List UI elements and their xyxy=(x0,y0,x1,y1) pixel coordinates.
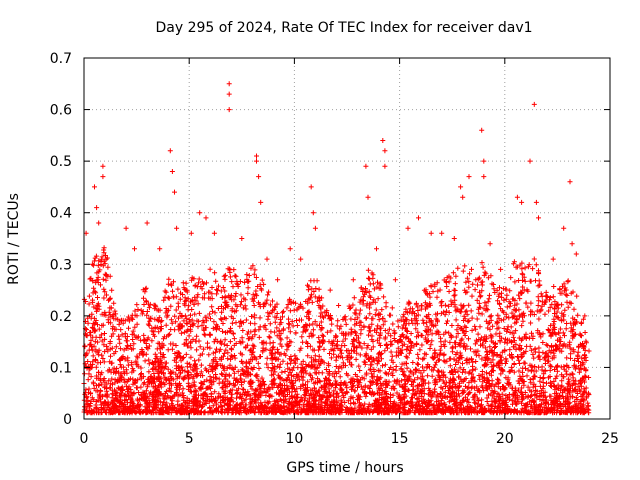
x-tick-label: 15 xyxy=(391,431,409,447)
y-tick-label: 0.7 xyxy=(50,51,72,67)
data-points xyxy=(81,81,592,416)
x-tick-label: 25 xyxy=(601,431,619,447)
x-axis-label: GPS time / hours xyxy=(286,460,403,476)
y-tick-label: 0.4 xyxy=(50,206,72,222)
chart-title: Day 295 of 2024, Rate Of TEC Index for r… xyxy=(155,20,532,36)
roti-point-markers xyxy=(81,81,592,416)
y-tick-label: 0.6 xyxy=(50,103,72,119)
y-tick-label: 0.3 xyxy=(50,257,72,273)
y-tick-label: 0.2 xyxy=(50,309,72,325)
plot-frame xyxy=(83,57,611,420)
y-tick-label: 0 xyxy=(63,412,72,428)
x-tick-label: 20 xyxy=(496,431,514,447)
y-tick-label: 0.5 xyxy=(50,154,72,170)
y-tick-label: 0.1 xyxy=(50,360,72,376)
x-tick-label: 0 xyxy=(80,431,89,447)
x-tick-label: 5 xyxy=(185,431,194,447)
y-axis-label: ROTI / TECUs xyxy=(6,193,22,285)
y-axis-ticks: 0 0.1 0.2 0.3 0.4 0.5 0.6 0.7 xyxy=(50,51,610,428)
x-tick-label: 10 xyxy=(285,431,303,447)
x-axis-ticks: 0 5 10 15 20 25 xyxy=(80,58,619,447)
